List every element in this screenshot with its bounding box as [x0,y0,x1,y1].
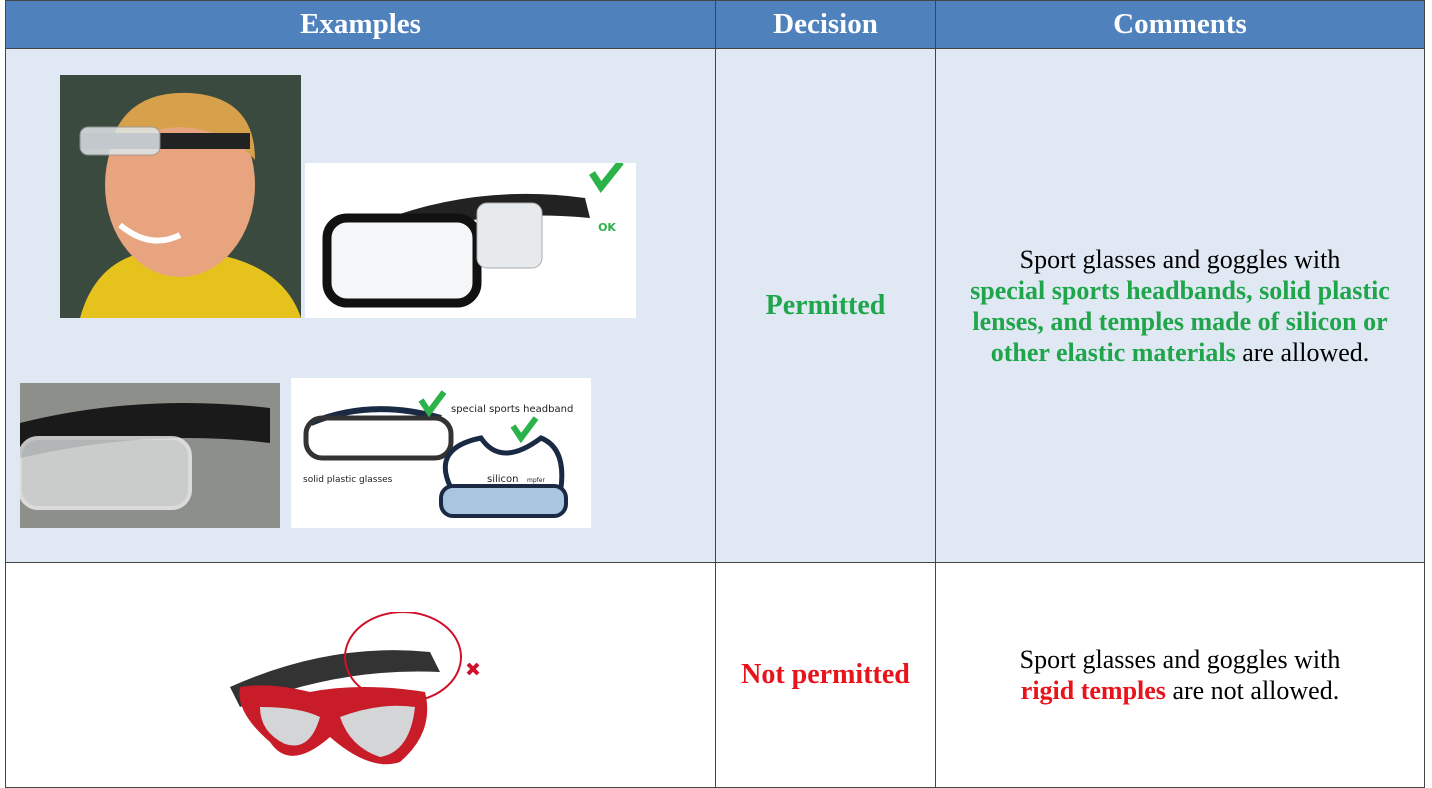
comment-part: are allowed. [1242,337,1370,367]
goggles-photo: OK [305,163,636,318]
comment-text: Sport glasses and goggles with special sp… [966,244,1394,368]
image-label: mpfer [527,477,545,484]
header-cell: Comments [935,0,1425,49]
comment-part: are not allowed. [1172,676,1340,705]
comment-part: Sport glasses and goggles with [1019,645,1341,674]
comment: Sport glasses and goggles with special sp… [935,48,1425,563]
header-cell: Decision [715,0,936,49]
comment-text: Sport glasses and goggles with rigid temp… [1020,644,1341,706]
goggles-photo [210,612,490,777]
image-label: silicon [487,474,519,485]
decision: Permitted [715,48,936,563]
decision: Not permitted [715,562,936,788]
image-label: OK [598,221,616,234]
diagram: special sports headband solid plastic gl… [291,378,591,528]
comment: Sport glasses and goggles with rigid temp… [935,562,1425,788]
comment-part: Sport glasses and goggles with [1019,244,1341,274]
photo [60,75,301,318]
comment-part: special sports headbands, solid plastic … [970,275,1390,367]
goggles-photo [20,383,280,528]
comment-part: rigid temples [1020,676,1166,705]
header-cell: Examples [5,0,716,49]
image-label: special sports headband [451,404,573,415]
image-label: solid plastic glasses [303,475,393,485]
